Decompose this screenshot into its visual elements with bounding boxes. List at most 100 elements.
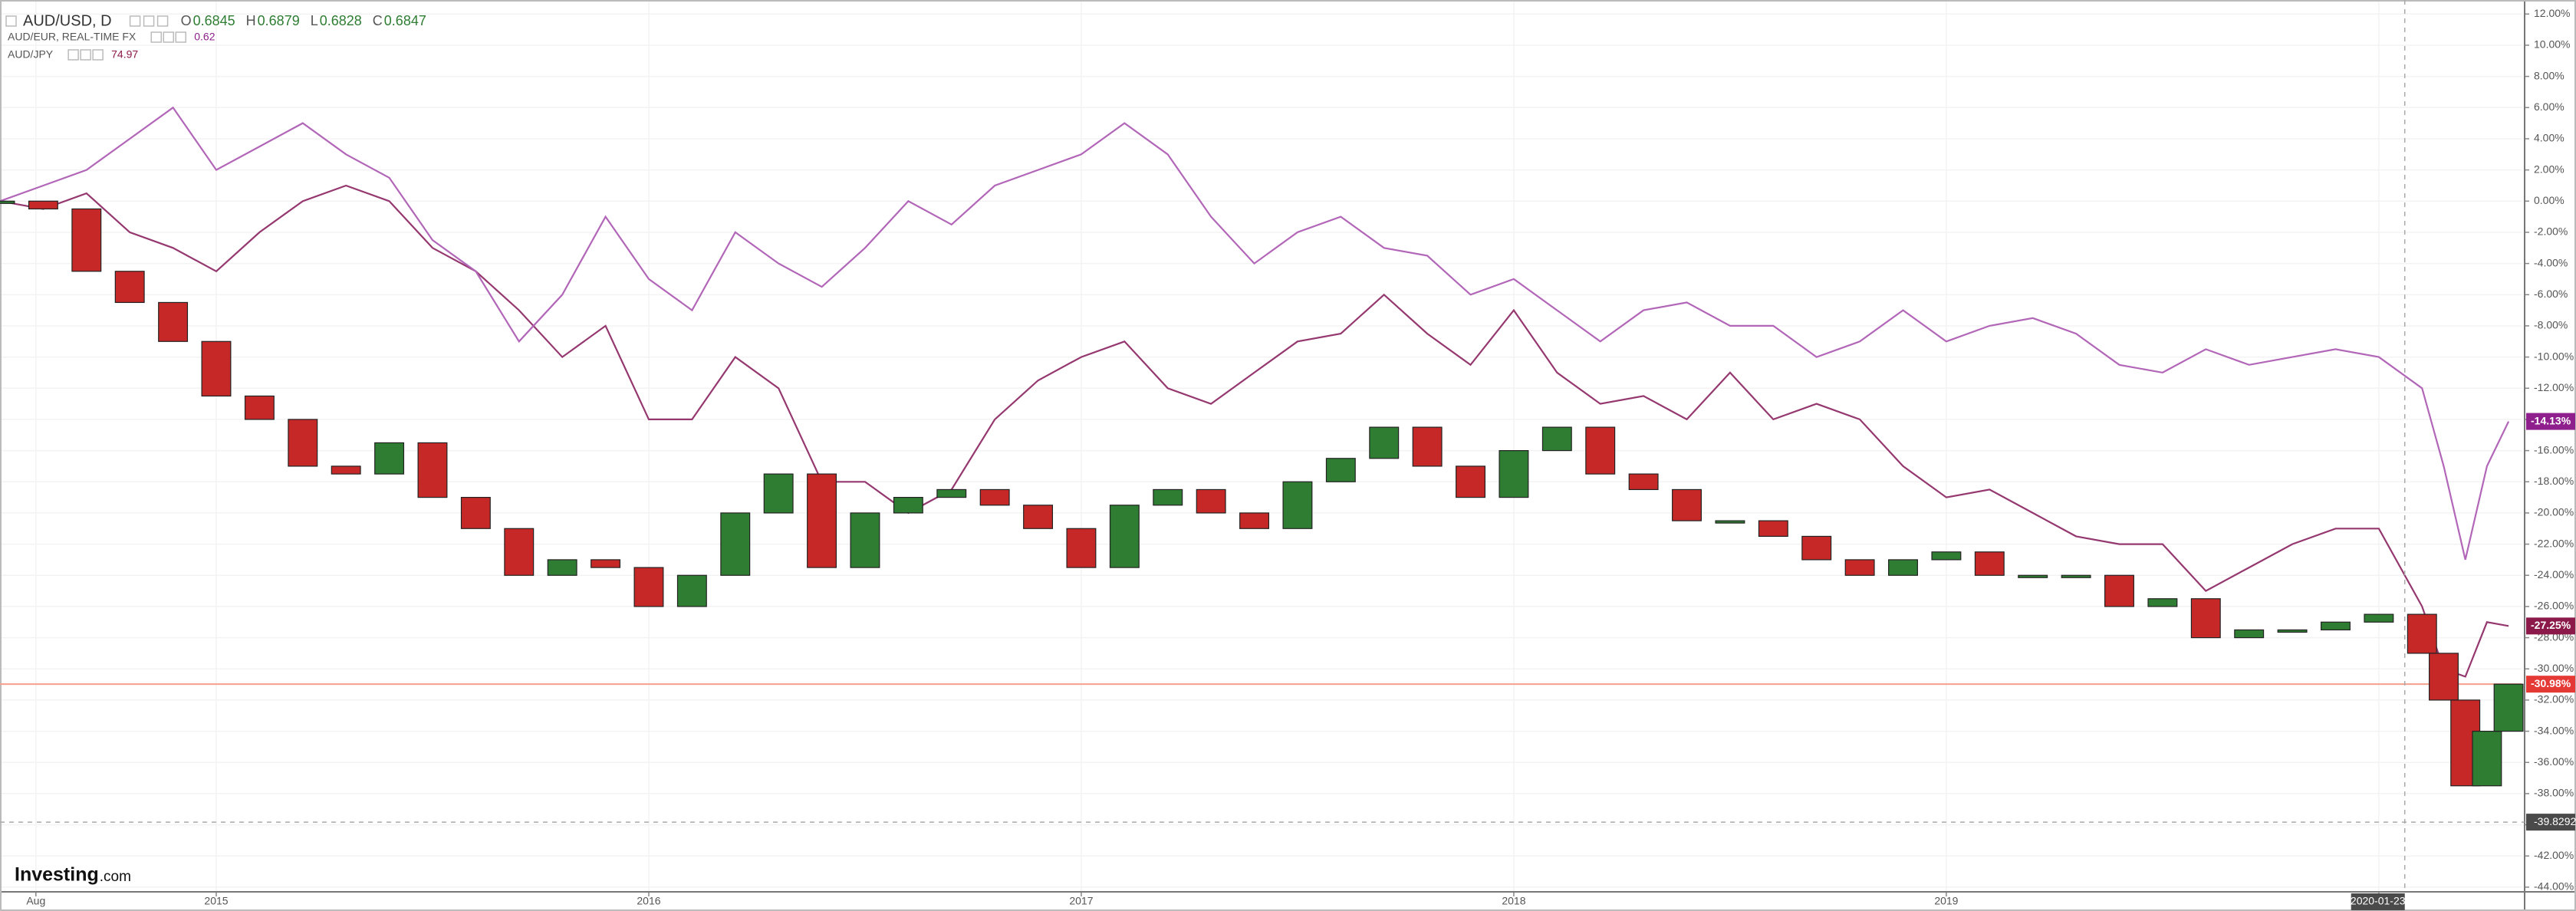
candle bbox=[1974, 551, 2005, 576]
candle bbox=[2061, 574, 2091, 578]
y-tick-label: 10.00% bbox=[2534, 38, 2570, 51]
candle bbox=[633, 567, 664, 607]
candle bbox=[979, 488, 1010, 506]
legend-quote: 74.97 bbox=[111, 48, 138, 61]
close-icon bbox=[175, 31, 186, 43]
x-tick-label: Aug bbox=[26, 895, 45, 907]
y-tick-label: -44.00% bbox=[2534, 880, 2574, 893]
candle bbox=[1066, 528, 1097, 568]
candle bbox=[1196, 488, 1226, 514]
hide-icon bbox=[80, 49, 91, 61]
candle bbox=[331, 465, 361, 475]
x-tick-label: 2018 bbox=[1502, 895, 1525, 907]
ohlc-key: H bbox=[246, 13, 256, 28]
y-tick-label: -38.00% bbox=[2534, 787, 2574, 799]
candle bbox=[2018, 574, 2048, 578]
candle bbox=[1844, 559, 1875, 576]
candle bbox=[1369, 426, 1400, 459]
candle bbox=[1758, 520, 1788, 538]
candle bbox=[2277, 629, 2308, 633]
candle bbox=[547, 559, 577, 576]
candle bbox=[850, 512, 880, 568]
candle bbox=[1801, 535, 1832, 561]
y-tick-label: -18.00% bbox=[2534, 475, 2574, 487]
candle bbox=[1239, 512, 1270, 529]
y-tick-label: -16.00% bbox=[2534, 443, 2574, 456]
crosshair-y-badge bbox=[2526, 814, 2575, 831]
y-tick-label: -22.00% bbox=[2534, 537, 2574, 549]
y-tick-label: -6.00% bbox=[2534, 288, 2568, 300]
candle bbox=[2147, 598, 2178, 607]
candle bbox=[1023, 505, 1054, 529]
y-tick-label: -10.00% bbox=[2534, 350, 2574, 362]
last-value-badge bbox=[2526, 413, 2575, 430]
y-tick-label: 4.00% bbox=[2534, 132, 2564, 144]
candle bbox=[288, 419, 318, 467]
candle bbox=[2321, 621, 2351, 631]
y-tick-label: -36.00% bbox=[2534, 755, 2574, 768]
y-tick-label: 6.00% bbox=[2534, 100, 2564, 113]
candle bbox=[763, 473, 794, 514]
crosshair-y-label: -39.8292 bbox=[2534, 815, 2576, 827]
candle bbox=[460, 496, 491, 529]
legend-name: AUD/JPY bbox=[8, 48, 54, 61]
settings-icon bbox=[67, 49, 79, 61]
candle bbox=[2429, 653, 2459, 701]
close-icon bbox=[92, 49, 104, 61]
x-tick-label: 2016 bbox=[637, 895, 660, 907]
candle bbox=[28, 200, 58, 210]
candle bbox=[936, 488, 967, 498]
logo: Investing bbox=[15, 864, 99, 886]
candle bbox=[1499, 449, 1529, 498]
y-tick-label: 8.00% bbox=[2534, 69, 2564, 81]
candle bbox=[1672, 488, 1702, 521]
y-tick-label: -12.00% bbox=[2534, 381, 2574, 393]
y-tick-label: -20.00% bbox=[2534, 506, 2574, 518]
candle bbox=[1456, 465, 1485, 498]
x-tick-label: 2015 bbox=[204, 895, 228, 907]
y-tick-label: -42.00% bbox=[2534, 849, 2574, 861]
candle bbox=[720, 512, 751, 576]
candle bbox=[0, 200, 15, 204]
last-value-label: -30.98% bbox=[2531, 677, 2571, 689]
settings-icon bbox=[150, 31, 162, 43]
ohlc-value: 0.6879 bbox=[258, 13, 300, 28]
last-value-badge bbox=[2526, 617, 2575, 635]
candle bbox=[1325, 458, 1356, 482]
candle bbox=[1715, 520, 1745, 524]
y-tick-label: -8.00% bbox=[2534, 319, 2568, 331]
candle bbox=[71, 208, 102, 272]
last-value-label: -27.25% bbox=[2531, 619, 2571, 631]
y-tick-label: 12.00% bbox=[2534, 7, 2570, 19]
candle bbox=[893, 496, 923, 514]
candle bbox=[1628, 473, 1659, 491]
candle bbox=[676, 574, 707, 607]
y-tick-label: 0.00% bbox=[2534, 194, 2564, 206]
candle bbox=[244, 395, 275, 420]
candle bbox=[1541, 426, 1572, 452]
candle bbox=[2472, 730, 2502, 787]
series-line bbox=[0, 106, 2510, 561]
candle bbox=[504, 528, 535, 576]
candle bbox=[1888, 559, 1918, 576]
candle bbox=[2104, 574, 2134, 607]
candle bbox=[2407, 613, 2437, 654]
y-tick-label: 2.00% bbox=[2534, 163, 2564, 175]
candle bbox=[1412, 426, 1443, 467]
legend-name: AUD/USD, D bbox=[23, 12, 112, 29]
ohlc-key: C bbox=[373, 13, 383, 28]
candle bbox=[2234, 629, 2265, 639]
y-tick-label: -4.00% bbox=[2534, 256, 2568, 268]
y-tick-label: -2.00% bbox=[2534, 225, 2568, 238]
crosshair-x-badge bbox=[2351, 893, 2405, 910]
candle bbox=[1109, 505, 1140, 568]
candle bbox=[591, 559, 621, 568]
logo-suffix: .com bbox=[100, 869, 131, 885]
legend-quote: 0.62 bbox=[194, 31, 215, 43]
candle bbox=[374, 442, 405, 475]
hide-icon bbox=[163, 31, 174, 43]
series-line bbox=[0, 184, 2509, 678]
y-tick-label: -26.00% bbox=[2534, 600, 2574, 612]
